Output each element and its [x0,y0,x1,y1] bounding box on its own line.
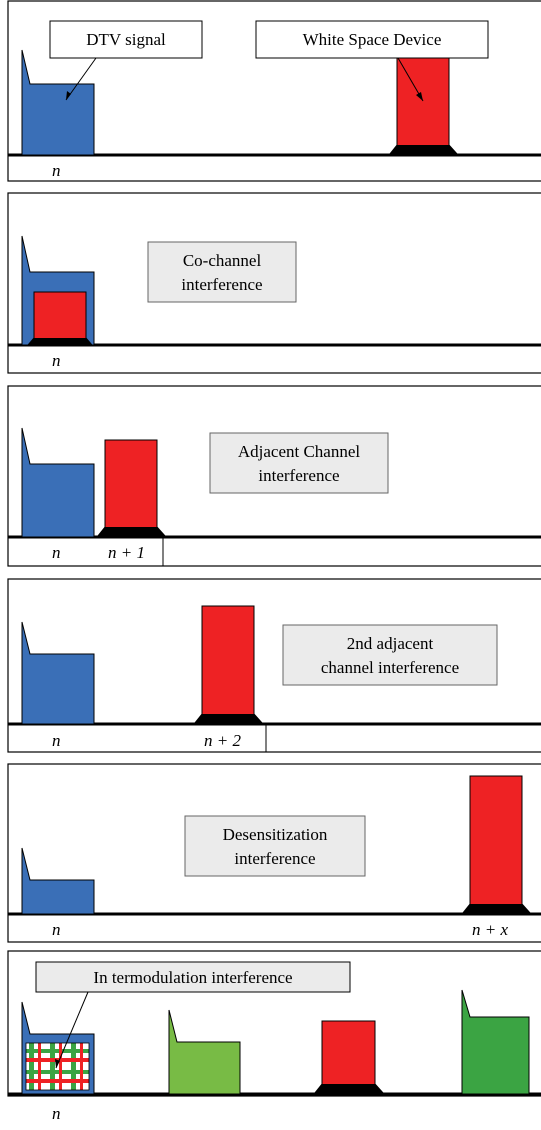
dtv-signal-label: DTV signal [86,30,166,49]
interference-label-box [184,815,366,877]
dtv-signal-shape [21,847,95,915]
wsd-signal-skirt [194,714,263,724]
panel-2nd-adjacent: 2nd adjacent channel interference n n + … [7,578,541,753]
panel-intermodulation: In termodulation interference n [7,950,541,1123]
channel-index-n: n [52,161,61,180]
panel-dtv-and-wsd: DTV signal White Space Device n [7,0,541,182]
label-line-2: interference [181,275,262,294]
dtv-callout-arrow [65,57,97,101]
interference-label-box [147,241,297,303]
label-line-2: channel interference [321,658,459,677]
channel-index-n-plus-x: n + x [472,920,508,939]
panel-co-channel: Co-channel interference n [7,192,541,374]
wsd-label: White Space Device [303,30,442,49]
wsd-signal-shape [26,291,94,346]
intermodulation-label: In termodulation interference [93,968,292,987]
wsd-signal-skirt [462,904,531,914]
interference-label-box [209,432,389,494]
intermodulation-product-grid [25,1042,90,1091]
intermodulation-callout-arrowhead [55,1059,60,1068]
wsd-callout-arrowhead [416,92,423,101]
intermodulation-callout [35,961,351,993]
wsd-signal-shape [460,775,533,915]
label-line-1: Co-channel [183,251,262,270]
wsd-callout [255,20,489,59]
dtv-signal-shape [21,621,95,725]
label-line-1: Desensitization [223,825,328,844]
wsd-signal-skirt [389,145,458,155]
dtv-signal-shape [21,427,95,538]
channel-index-n: n [52,351,61,370]
channel-index-n: n [52,731,61,750]
label-line-1: Adjacent Channel [238,442,361,461]
label-line-2: interference [234,849,315,868]
dtv-signal-shape [21,49,95,156]
channel-index-n-plus-1: n + 1 [108,543,145,562]
dtv-callout-arrowhead [66,91,71,100]
wsd-signal-skirt [314,1084,384,1094]
signal-light-green [168,1009,241,1095]
label-line-2: interference [258,466,339,485]
wsd-signal-shape [312,1020,386,1095]
channel-index-n: n [52,1104,61,1123]
wsd-signal-skirt [97,527,166,537]
channel-index-n-plus-2: n + 2 [204,731,241,750]
wsd-signal-skirt [28,338,92,345]
wsd-signal-shape [192,605,265,725]
panel-adjacent-channel: Adjacent Channel interference n n + 1 [7,385,541,567]
dtv-signal-callout [49,20,203,59]
label-line-1: 2nd adjacent [347,634,434,653]
channel-index-n: n [52,543,61,562]
channel-index-n: n [52,920,61,939]
wsd-signal-shape [95,439,168,538]
signal-dark-green [461,989,530,1095]
panel-desensitization: Desensitization interference n n + x [7,763,541,943]
intermodulation-callout-arrow [55,991,89,1069]
interference-label-box [282,624,498,686]
